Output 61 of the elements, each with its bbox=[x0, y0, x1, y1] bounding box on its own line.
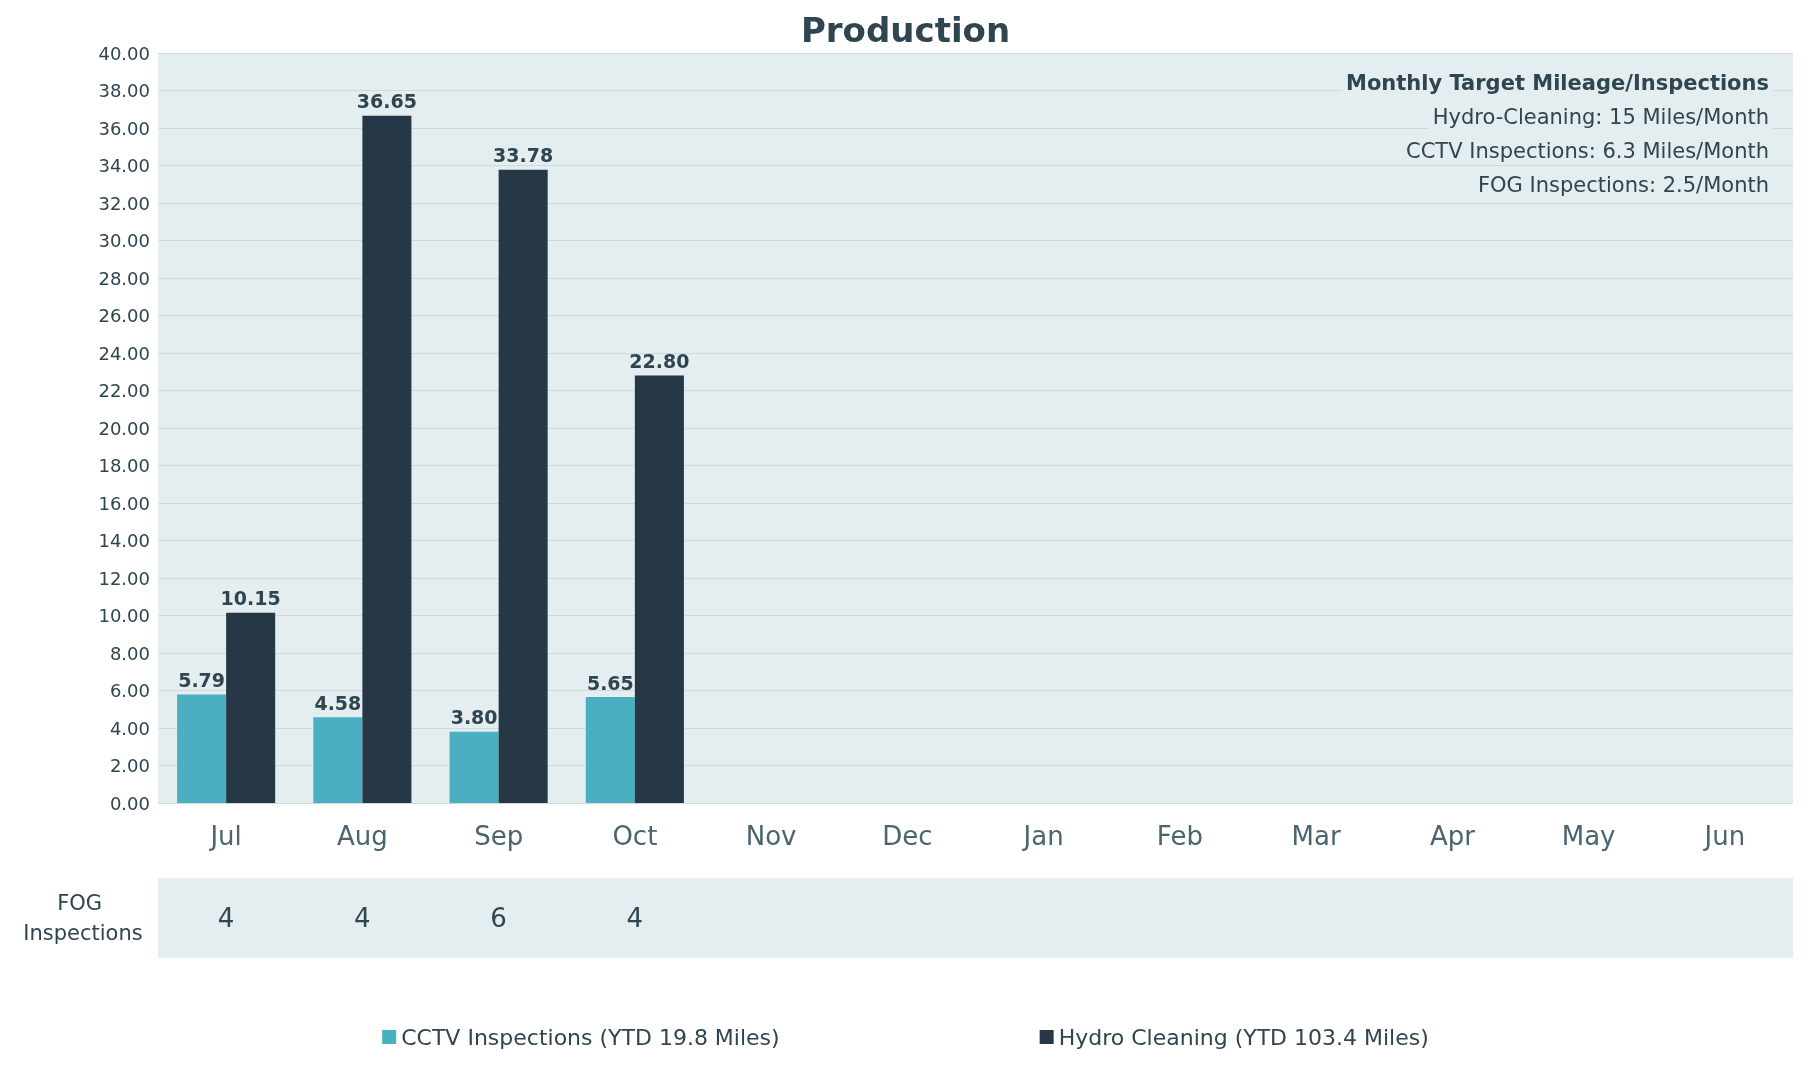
text: FOG Inspections bbox=[23, 891, 143, 945]
y-tick-label: 28.00 bbox=[98, 267, 150, 289]
annotation: CCTV Inspections: 6.3 Miles/Month bbox=[1406, 138, 1769, 163]
legend-label: CCTV Inspections (YTD 19.8 Miles) bbox=[401, 1024, 780, 1050]
bar bbox=[449, 731, 499, 803]
x-tick-label: Mar bbox=[1291, 821, 1341, 851]
data-label: 10.15 bbox=[220, 587, 281, 610]
annotation: Hydro-Cleaning: 15 Miles/Month bbox=[1432, 104, 1770, 129]
y-tick-label: 2.00 bbox=[109, 755, 150, 776]
y-tick-label: 16.00 bbox=[98, 492, 150, 514]
x-tick-label: Jul bbox=[208, 821, 242, 851]
bar bbox=[313, 717, 363, 803]
x-tick-label: Jan bbox=[1021, 821, 1064, 851]
x-tick-label: Sep bbox=[474, 821, 524, 851]
chart-title: Production bbox=[800, 10, 1011, 50]
y-tick-label: 14.00 bbox=[98, 530, 150, 551]
x-tick-label: May bbox=[1561, 821, 1616, 851]
data-label: 36.65 bbox=[356, 90, 417, 113]
bar bbox=[362, 115, 412, 803]
bar bbox=[177, 694, 227, 803]
y-tick-label: 0.00 bbox=[109, 792, 150, 814]
y-tick-label: 22.00 bbox=[98, 380, 150, 401]
text: 4 bbox=[354, 903, 371, 933]
x-tick-label: Feb bbox=[1156, 821, 1203, 851]
x-tick-label: Jun bbox=[1702, 821, 1746, 851]
data-label: 3.80 bbox=[450, 706, 498, 729]
y-tick-label: 32.00 bbox=[98, 192, 150, 214]
x-tick-label: Oct bbox=[612, 821, 658, 851]
y-tick-label: 30.00 bbox=[98, 230, 150, 251]
x-tick-label: Apr bbox=[1429, 821, 1476, 851]
y-tick-label: 10.00 bbox=[98, 605, 150, 626]
data-label: 4.58 bbox=[314, 691, 362, 714]
text: 4 bbox=[217, 903, 235, 933]
y-tick-label: 12.00 bbox=[98, 567, 150, 589]
y-tick-label: 36.00 bbox=[98, 117, 150, 139]
y-tick-label: 40.00 bbox=[98, 42, 150, 64]
x-tick-label: Aug bbox=[336, 821, 388, 851]
y-tick-label: 20.00 bbox=[98, 417, 150, 439]
y-tick-label: 34.00 bbox=[98, 155, 150, 176]
annotation: Monthly Target Mileage/Inspections bbox=[1346, 70, 1769, 95]
y-tick-label: 38.00 bbox=[98, 80, 150, 101]
bar bbox=[226, 612, 276, 803]
annotation: FOG Inspections: 2.5/Month bbox=[1477, 172, 1770, 197]
x-tick-label: Nov bbox=[745, 821, 797, 851]
y-tick-label: 4.00 bbox=[109, 717, 150, 739]
bar bbox=[585, 697, 635, 803]
legend-label: Hydro Cleaning (YTD 103.4 Miles) bbox=[1058, 1024, 1429, 1050]
y-tick-label: 18.00 bbox=[98, 455, 150, 476]
y-tick-label: 24.00 bbox=[98, 342, 150, 364]
data-label: 22.80 bbox=[629, 350, 690, 372]
bar bbox=[498, 169, 548, 803]
text: 6 bbox=[490, 903, 507, 933]
y-tick-label: 26.00 bbox=[98, 305, 150, 326]
text: 4 bbox=[626, 903, 644, 933]
bar bbox=[634, 375, 684, 803]
data-label: 5.79 bbox=[178, 668, 226, 691]
data-label: 5.65 bbox=[586, 671, 634, 694]
x-tick-label: Dec bbox=[882, 821, 933, 851]
y-tick-label: 8.00 bbox=[109, 642, 150, 664]
data-label: 33.78 bbox=[493, 144, 554, 167]
y-tick-label: 6.00 bbox=[109, 680, 150, 701]
